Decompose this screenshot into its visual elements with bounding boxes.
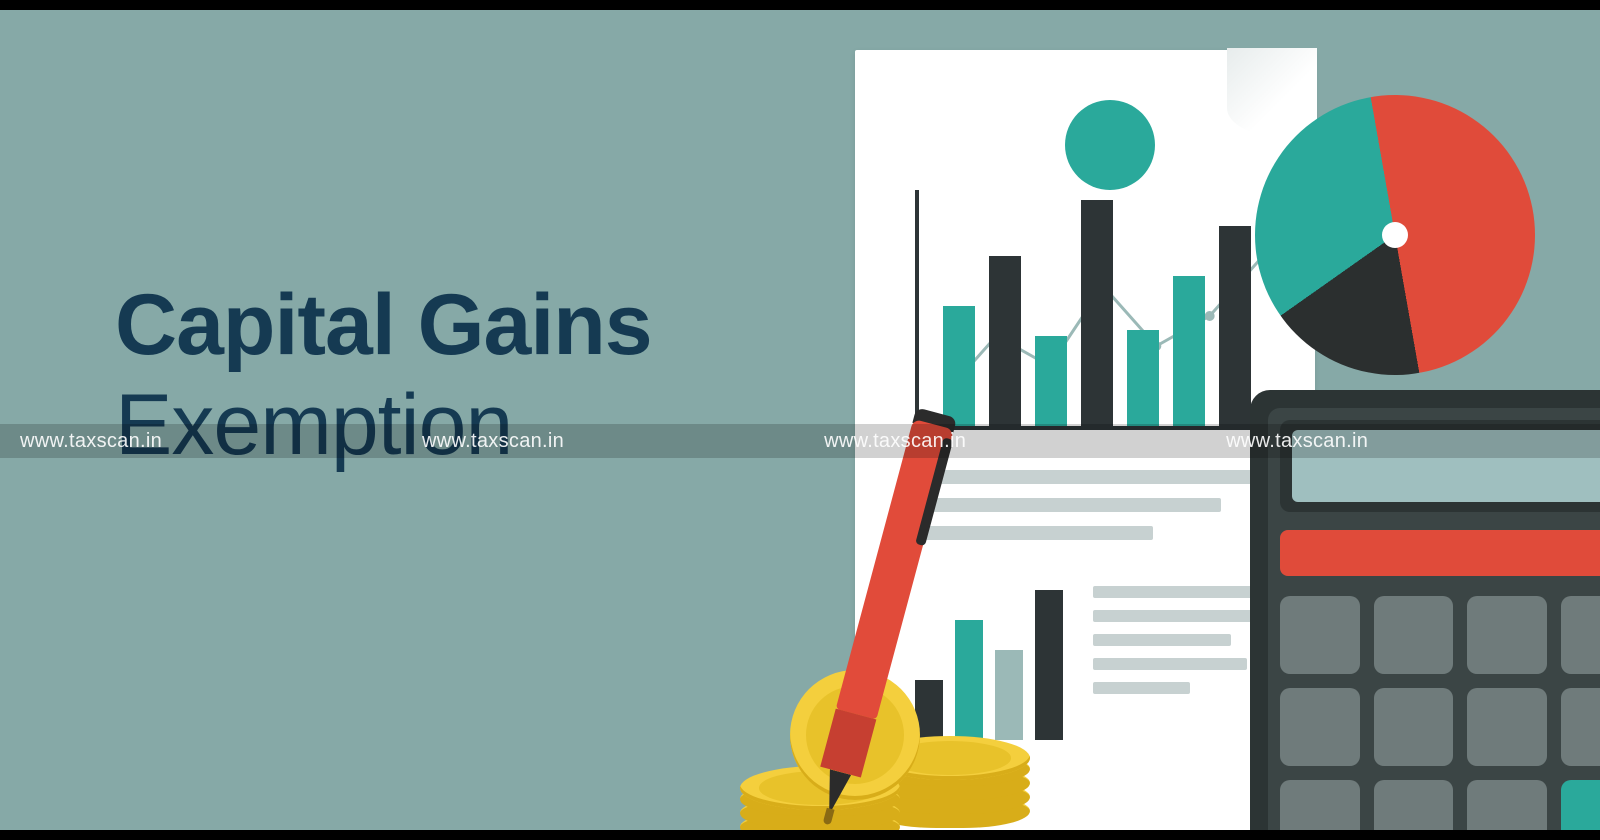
watermark-text: www.taxscan.in [422, 430, 564, 453]
bar-chart [915, 190, 1255, 430]
calculator-key [1280, 688, 1360, 766]
calculator-key [1561, 596, 1600, 674]
pie-chart [1255, 95, 1535, 375]
calculator-clear-bar [1280, 530, 1600, 576]
bar [1127, 330, 1159, 426]
text-line [1093, 634, 1231, 646]
text-line [1093, 610, 1255, 622]
text-line [915, 526, 1153, 540]
text-line [1093, 682, 1190, 694]
pie-center [1382, 222, 1408, 248]
text-line [1093, 586, 1255, 598]
title-line1: Capital Gains [115, 280, 765, 370]
bar [989, 256, 1021, 426]
calculator-key [1374, 688, 1454, 766]
text-line [915, 470, 1255, 484]
calculator-key [1467, 780, 1547, 830]
calculator-key [1561, 780, 1600, 830]
bar [1219, 226, 1251, 426]
infographic: Capital Gains Exemption [0, 10, 1600, 830]
watermark-band: www.taxscan.in www.taxscan.in www.taxscan.… [0, 424, 1600, 458]
bar [943, 306, 975, 426]
bar [1173, 276, 1205, 426]
watermark-text: www.taxscan.in [824, 430, 966, 453]
bar [1081, 200, 1113, 426]
calculator-key [1374, 596, 1454, 674]
coins-icon [720, 660, 1080, 830]
calculator-key [1280, 780, 1360, 830]
mini-text-lines [1093, 580, 1255, 800]
calculator-key [1280, 596, 1360, 674]
bar [1035, 336, 1067, 426]
axis-y [915, 190, 919, 430]
text-lines [915, 470, 1255, 554]
watermark-text: www.taxscan.in [1226, 430, 1368, 453]
calculator-keys [1280, 596, 1600, 830]
bars [943, 190, 1255, 426]
calculator-key [1467, 688, 1547, 766]
watermark-text: www.taxscan.in [20, 430, 162, 453]
text-line [1093, 658, 1247, 670]
calculator-key [1374, 780, 1454, 830]
text-line [915, 498, 1221, 512]
calculator-key [1467, 596, 1547, 674]
paper-dot-icon [1065, 100, 1155, 190]
calculator-key [1561, 688, 1600, 766]
canvas: Capital Gains Exemption [0, 0, 1600, 840]
